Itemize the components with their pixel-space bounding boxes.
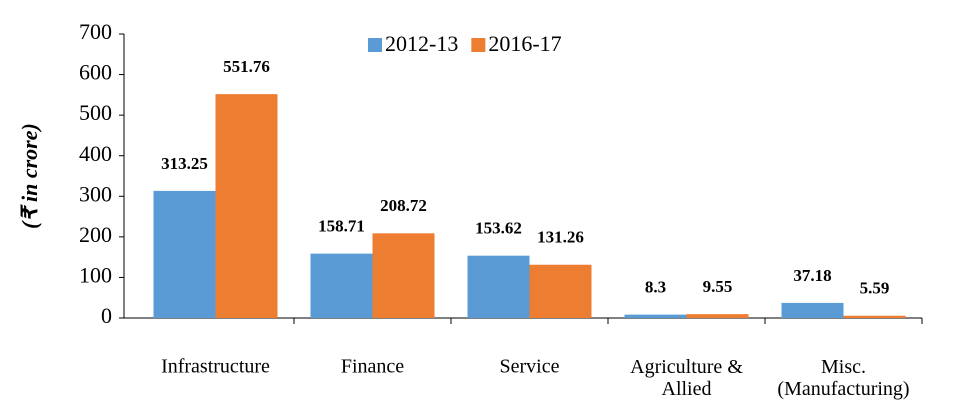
y-tick-label: 300	[79, 181, 112, 206]
y-axis-label: (₹ in crore)	[17, 123, 42, 229]
data-label: 131.26	[537, 228, 584, 247]
y-tick-label: 500	[79, 100, 112, 125]
y-tick-label: 0	[101, 303, 112, 328]
bar	[372, 233, 435, 318]
legend-label: 2016-17	[488, 31, 561, 56]
bar	[467, 255, 530, 318]
bar	[686, 314, 749, 318]
data-label: 37.18	[793, 266, 831, 285]
legend-swatch	[368, 38, 382, 52]
y-tick-label: 600	[79, 60, 112, 85]
bar	[153, 190, 216, 318]
data-label: 158.71	[318, 217, 365, 236]
legend-swatch	[471, 38, 486, 52]
y-tick-label: 200	[79, 222, 112, 247]
legend-label: 2012-13	[385, 31, 458, 56]
data-label: 8.3	[645, 278, 666, 297]
data-label: 551.76	[223, 57, 270, 76]
data-label: 208.72	[380, 196, 427, 215]
bar	[843, 315, 906, 318]
bar	[215, 94, 278, 318]
bar	[529, 264, 592, 318]
y-tick-label: 100	[79, 262, 112, 287]
data-label: 313.25	[161, 154, 208, 173]
data-label: 5.59	[860, 279, 890, 298]
x-tick-label: Finance	[341, 356, 404, 378]
bar	[781, 302, 844, 318]
data-label: 9.55	[703, 277, 733, 296]
bar	[310, 253, 373, 318]
y-tick-label: 700	[79, 19, 112, 44]
data-label: 153.62	[475, 219, 522, 238]
x-tick-label: Service	[500, 356, 560, 378]
x-tick-label: Agriculture & Allied	[630, 356, 743, 400]
x-tick-label: Misc. (Manufacturing)	[777, 356, 909, 400]
y-tick-label: 400	[79, 141, 112, 166]
bar	[624, 314, 687, 318]
x-tick-label: Infrastructure	[161, 356, 270, 378]
